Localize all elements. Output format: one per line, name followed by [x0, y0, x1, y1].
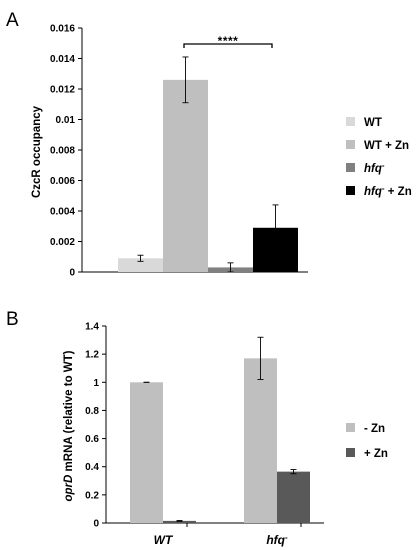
- panel-b-y-axis-label-gene: oprD: [63, 475, 75, 502]
- panel-a-legend-superscript: -: [382, 184, 385, 193]
- panel-a-legend-gene: hfq: [364, 163, 382, 175]
- panel-b-legend-label: - Zn: [364, 423, 385, 435]
- panel-b-category-name: hfq: [266, 533, 285, 547]
- panel-a-y-tick-label: 0.008: [50, 146, 75, 157]
- panel-a-error-bar: [182, 56, 189, 104]
- panel-b-error-bar: [176, 520, 183, 522]
- significance-bracket-line: [183, 43, 273, 48]
- panel-a-legend-text: WT + Zn: [364, 140, 409, 152]
- panel-b-y-ticks: 0 0.2 0.4 0.6 0.8 1 1.2 1.4: [85, 322, 106, 530]
- panel-a-y-tick-label: 0.004: [50, 207, 75, 218]
- panel-b-x-ticks: WT hfq-: [154, 523, 302, 548]
- significance-bracket: ****: [183, 34, 273, 48]
- panel-a-legend-swatch: [346, 163, 355, 172]
- panel-a-y-tick-label: 0.002: [50, 237, 75, 248]
- panel-a-y-tick-label: 0: [69, 268, 75, 279]
- panel-a-bars: [118, 56, 298, 273]
- panel-a-chart: A CzcR occupancy 0 0.002 0.004 0.006 0.008 0.…: [6, 10, 412, 279]
- panel-a-legend-label: WT + Zn: [364, 140, 409, 152]
- panel-a-error-bar: [272, 204, 279, 252]
- panel-a-bar: [118, 258, 163, 272]
- panel-b-y-axis-label: oprD mRNA (relative to WT): [63, 350, 75, 501]
- panel-a-bar: [163, 79, 208, 272]
- panel-b-y-tick-label: 0.4: [85, 462, 99, 473]
- panel-a-legend-swatch: [346, 117, 355, 126]
- panel-b-legend-label: + Zn: [364, 448, 388, 460]
- panel-a-legend-gene: hfq: [364, 186, 382, 198]
- panel-b-y-axis-label-rest: mRNA (relative to WT): [63, 350, 75, 474]
- panel-b-y-tick-label: 0.6: [85, 434, 99, 445]
- panel-a-y-ticks: 0 0.002 0.004 0.006 0.008 0.01 0.012 0.014 0.016: [50, 24, 82, 279]
- panel-b-category-name: WT: [154, 533, 174, 547]
- panel-a-legend-swatch: [346, 186, 355, 195]
- panel-b-legend: - Zn + Zn: [346, 423, 388, 460]
- panel-a-error-bar: [137, 254, 144, 262]
- significance-marker: ****: [218, 34, 239, 48]
- panel-b-bars: [130, 336, 310, 523]
- panel-b-y-tick-label: 0: [93, 519, 99, 530]
- panel-a-y-axis-label: CzcR occupancy: [31, 105, 43, 198]
- panel-b-legend-swatch: [346, 448, 355, 457]
- panel-a-y-tick-label: 0.016: [50, 24, 75, 35]
- panel-a-error-bar: [227, 262, 234, 273]
- panel-a-legend-label: WT: [364, 117, 382, 129]
- panel-a-legend-text: WT: [364, 117, 382, 129]
- panel-a-legend-suffix: + Zn: [385, 186, 412, 198]
- panel-b-bar: [163, 520, 196, 523]
- panel-b-y-tick-label: 1.4: [85, 322, 99, 333]
- panel-a-legend-label: hfq-: [364, 161, 385, 176]
- panel-a-legend-swatch: [346, 140, 355, 149]
- panel-a-legend-label: hfq- + Zn: [364, 184, 412, 199]
- panel-b-legend-swatch: [346, 423, 355, 432]
- panel-b-letter: B: [6, 309, 19, 330]
- panel-b-error-bar: [290, 469, 297, 475]
- panel-a-y-tick-label: 0.012: [50, 85, 75, 96]
- panel-b-y-tick-label: 1.2: [85, 350, 99, 361]
- panel-a-y-tick-label: 0.01: [56, 115, 76, 126]
- panel-b-y-tick-label: 1: [93, 378, 99, 389]
- panel-a-letter: A: [6, 10, 19, 31]
- panel-b-chart: B oprD mRNA (relative to WT) 00.20.40.60…: [6, 309, 388, 547]
- panel-b-bar: [277, 471, 310, 523]
- panel-a-y-tick-label: 0.014: [50, 54, 75, 65]
- panel-b-y-tick-label: 0.2: [85, 490, 99, 501]
- panel-b-bar: [244, 358, 277, 523]
- panel-b-y-tick-label: 0.8: [85, 406, 99, 417]
- panel-a-legend-superscript: -: [382, 161, 385, 170]
- panel-b-bar: [130, 382, 163, 523]
- panel-b-x-tick-label: hfq-: [266, 533, 288, 548]
- panel-b-x-tick-label: WT: [154, 533, 174, 547]
- panel-a-y-tick-label: 0.006: [50, 176, 75, 187]
- panel-b-error-bar: [257, 336, 264, 380]
- panel-b-category-superscript: -: [285, 533, 288, 542]
